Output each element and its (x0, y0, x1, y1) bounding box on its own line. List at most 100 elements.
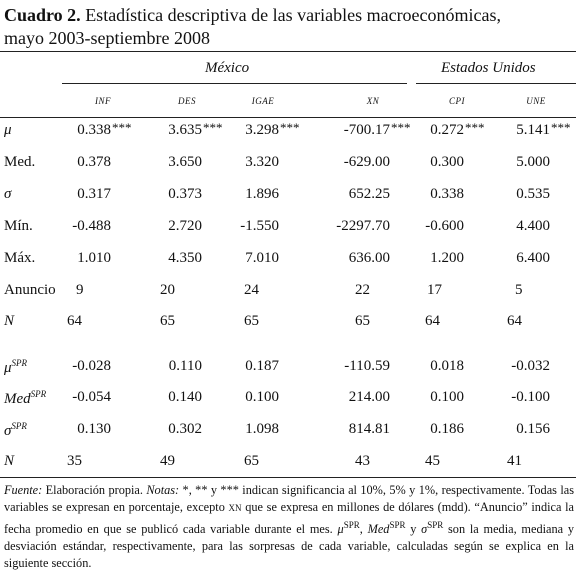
cell: -700.17 (343, 122, 390, 138)
column-header: IGAE (251, 96, 275, 106)
row-label-sup: SPR (30, 389, 47, 399)
cell: 5 (515, 282, 523, 298)
footnote-part: , (359, 522, 368, 537)
cell: 0.535 (516, 186, 550, 202)
row-label-sup: SPR (11, 421, 27, 431)
cell: 1.896 (245, 186, 279, 202)
cell: 0.110 (168, 358, 202, 374)
row-label: Med. (4, 154, 35, 171)
cell: 24 (244, 282, 259, 298)
row-label-text: N (4, 313, 15, 329)
footnote-part: Fuente: (4, 483, 43, 497)
row-label: μ (4, 122, 12, 139)
cell: 0.130 (77, 421, 111, 437)
cell: 0.186 (430, 421, 464, 437)
row-label: N (4, 453, 14, 470)
cell: 0.140 (168, 389, 202, 405)
rule (416, 83, 576, 84)
cell: 0.272 (430, 122, 464, 138)
title-text: mayo 2003-septiembre 2008 (4, 28, 210, 48)
column-header: INF (95, 96, 111, 106)
rule (0, 51, 576, 52)
cell: -629.00 (343, 154, 390, 170)
cell: 0.378 (77, 154, 111, 170)
cell: 49 (160, 453, 175, 469)
cell: -0.488 (72, 218, 111, 234)
footnote-part: XN (228, 503, 242, 513)
cell: 3.650 (168, 154, 202, 170)
cell: 5.141 (516, 122, 550, 138)
footnote: Fuente: Elaboración propia. Notas: *, **… (4, 482, 574, 572)
column-header: DES (178, 96, 196, 106)
row-label: Máx. (4, 250, 35, 267)
significance: *** (391, 120, 411, 135)
cell: 65 (160, 313, 175, 329)
row-label-text: N (4, 453, 15, 469)
row-label: MedSPR (4, 389, 46, 408)
column-header: XN (366, 96, 380, 106)
cell: 35 (67, 453, 82, 469)
cell: 1.098 (245, 421, 279, 437)
row-label-text: σ (4, 186, 12, 202)
cell: 0.018 (430, 358, 464, 374)
cell: 4.400 (516, 218, 550, 234)
footnote-part: *, ** y *** indican significancia al 10%… (4, 483, 574, 514)
cell: 22 (355, 282, 370, 298)
row-label: σ (4, 186, 11, 203)
cell: -110.59 (344, 358, 390, 374)
title: Cuadro 2. Estadística descriptiva de las… (4, 4, 501, 50)
group-header: México (205, 60, 250, 76)
cell: 3.635 (168, 122, 202, 138)
significance: *** (112, 120, 132, 135)
cell: 0.187 (245, 358, 279, 374)
footnote-part: Med (367, 522, 390, 537)
cell: 0.100 (430, 389, 464, 405)
significance: *** (280, 120, 300, 135)
cell: -0.100 (511, 389, 550, 405)
title-text: Estadística descriptiva de las variables… (85, 5, 502, 25)
cell: 65 (355, 313, 370, 329)
row-label-text: μ (4, 122, 12, 138)
footnote-part: μ (337, 522, 344, 537)
cell: 41 (507, 453, 522, 469)
cell: 0.373 (168, 186, 202, 202)
row-label-text: Med. (4, 154, 36, 170)
cell: 64 (425, 313, 440, 329)
cell: 20 (160, 282, 175, 298)
cell: 64 (67, 313, 82, 329)
row-label-text: Mín. (4, 218, 33, 234)
cell: -0.600 (425, 218, 464, 234)
cell: 0.302 (168, 421, 202, 437)
cell: -1.550 (240, 218, 279, 234)
footnote-part: Notas: (146, 483, 180, 497)
cell: 7.010 (245, 250, 279, 266)
cell: 814.81 (348, 421, 390, 437)
significance: *** (465, 120, 485, 135)
footnote-part: σ (421, 522, 428, 537)
row-label-text: σ (4, 423, 12, 439)
cell: 17 (427, 282, 442, 298)
row-label: Mín. (4, 218, 33, 235)
cell: 45 (425, 453, 440, 469)
cell: 3.298 (245, 122, 279, 138)
cell: 65 (244, 453, 259, 469)
cell: 1.200 (430, 250, 464, 266)
footnote-part: y (405, 522, 422, 537)
cell: 1.010 (77, 250, 111, 266)
column-header: UNE (526, 96, 546, 106)
significance: *** (203, 120, 223, 135)
column-header: CPI (449, 96, 465, 106)
cell: 2.720 (168, 218, 202, 234)
rule (0, 477, 576, 478)
cell: 3.320 (245, 154, 279, 170)
row-label-sup: SPR (11, 358, 28, 368)
cell: -0.028 (72, 358, 111, 374)
cell: 0.156 (516, 421, 550, 437)
cell: 5.000 (516, 154, 550, 170)
footnote-part: SPR (343, 520, 360, 530)
row-label: μSPR (4, 358, 27, 377)
row-label-text: Med (4, 391, 31, 407)
cell: 636.00 (348, 250, 390, 266)
cell: 0.100 (245, 389, 279, 405)
